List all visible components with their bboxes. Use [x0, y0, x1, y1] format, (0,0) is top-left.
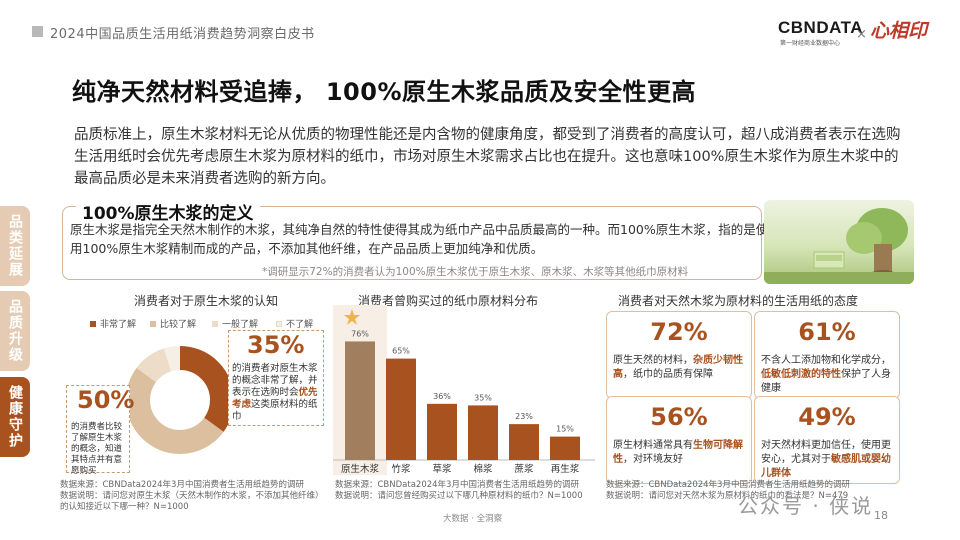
bar-category-label: 蔗浆: [514, 463, 534, 475]
callout-very-aware: 35% 的消费者对原生木浆的概念非常了解，并表示在选购时会优先考虑这类原材料的纸…: [228, 330, 324, 426]
bar-category-label: 草浆: [432, 463, 452, 475]
attitude-card: 49% 对天然材料更加信任，使用更安心，尤其对于敏感肌或婴幼儿群体: [754, 396, 900, 484]
material-bar-chart: 76% 原生木浆 65% 竹浆 36% 草浆 35% 棉浆 23% 蔗浆 15% 再生浆: [333, 305, 595, 475]
attitude-highlight: 生物可降解性: [613, 440, 743, 465]
intro-paragraph: 品质标准上，原生木浆材料无论从优质的物理性能还是内含物的健康角度，都受到了消费者…: [74, 127, 901, 187]
attitude-note-line: 数据说明：请问您对天然木浆为原材料的纸巾的看法是？N=479: [606, 491, 849, 501]
bar: [509, 424, 539, 460]
attitude-text-a: 对天然材料更加信任，使用更安心，尤其对于: [761, 440, 891, 465]
callout-very-text-b: 这类原材料的纸巾: [232, 399, 318, 422]
donut-source: 数据来源：CBNData2024年3月中国消费者生活用纸趋势的调研 数据说明：请…: [60, 480, 330, 513]
star-icon: [344, 309, 360, 325]
bar-value-label: 23%: [515, 412, 533, 421]
attitude-desc: 不含人工添加物和化学成分， 低敏低刺激的特性保护了人身健康: [761, 354, 893, 396]
donut-title: 消费者对于原生木浆的认知: [134, 294, 279, 308]
legend-label: 非常了解: [100, 320, 137, 330]
side-tab-health[interactable]: 健康守护: [0, 377, 30, 457]
attitude-desc: 原生天然的材料，杂质少韧性高，纸巾的品质有保障: [613, 354, 745, 382]
bar: [345, 341, 375, 460]
definition-note: *调研显示72%的消费者认为100%原生木浆优于原生木浆、原木浆、木浆等其他纸巾…: [262, 266, 689, 278]
side-tab-quality[interactable]: 品质升级: [0, 291, 30, 371]
bar-category-label: 棉浆: [473, 463, 493, 475]
legend-swatch: [150, 320, 156, 327]
legend-none: 不了解: [276, 317, 313, 330]
side-tab-category[interactable]: 品类延展: [0, 206, 30, 286]
attitude-card: 72% 原生天然的材料，杂质少韧性高，纸巾的品质有保障: [606, 311, 752, 399]
donut-segment: [126, 346, 234, 454]
bar-value-label: 76%: [351, 329, 369, 338]
bar-note-line: 数据说明：请问您曾经购买过以下哪几种原材料的纸巾？N=1000: [335, 491, 583, 501]
forest-product-image: [764, 200, 914, 284]
report-title: 2024中国品质生活用纸消费趋势洞察白皮书: [50, 27, 315, 42]
legend-fairly: 比较了解: [150, 317, 196, 330]
bar: [550, 436, 580, 460]
cbndata-logo-subtitle: 第一财经商业数据中心: [780, 40, 841, 47]
legend-label: 一般了解: [222, 320, 259, 330]
bar-category-label: 竹浆: [391, 463, 411, 475]
attitude-text-a: 原生天然的材料，: [613, 355, 693, 366]
donut-segment: [126, 346, 234, 454]
donut-source-line: 数据来源：CBNData2024年3月中国消费者生活用纸趋势的调研: [60, 480, 304, 490]
attitude-text-a: 不含人工添加物和化学成分，: [761, 355, 891, 366]
bar-category-label: 原生木浆: [341, 463, 380, 475]
bar-category-label: 再生浆: [551, 463, 580, 475]
watermark: 公众号 · 侠说: [738, 494, 874, 518]
attitude-desc: 原生材料通常具有生物可降解性，对环境友好: [613, 439, 745, 467]
callout-very-pct: 35%: [247, 331, 305, 359]
bar: [468, 405, 498, 460]
attitude-source-line: 数据来源：CBNData2024年3月中国消费者生活用纸趋势的调研: [606, 480, 850, 490]
attitude-text-b: 保护了人身健康: [761, 369, 891, 394]
bar-value-label: 65%: [392, 347, 410, 356]
attitude-card: 56% 原生材料通常具有生物可降解性，对环境友好: [606, 396, 752, 484]
cbndata-logo: CBNDATA: [778, 18, 864, 37]
callout-fairly-aware: 50% 的消费者比较了解原生木浆的概念，知道其特点并有意愿购买: [66, 385, 134, 476]
attitude-title: 消费者对天然木浆为原材料的生活用纸的态度: [618, 294, 859, 308]
bar: [386, 358, 416, 460]
legend-general: 一般了解: [212, 317, 258, 330]
bar-value-label: 35%: [474, 393, 492, 402]
callout-very-text: 的消费者对原生木浆的概念非常了解，并表示在选购时会优先考虑这类原材料的纸巾: [232, 363, 322, 423]
callout-very-highlight: 优先考虑: [232, 387, 318, 410]
attitude-card: 61% 不含人工添加物和化学成分， 低敏低刺激的特性保护了人身健康: [754, 311, 900, 399]
attitude-pct: 56%: [650, 403, 708, 431]
brand-logo: 心相印: [870, 20, 928, 42]
bar-source: 数据来源：CBNData2024年3月中国消费者生活用纸趋势的调研 数据说明：请…: [335, 480, 605, 502]
attitude-text-b: ，纸巾的品质有保障: [623, 369, 713, 380]
attitude-source: 数据来源：CBNData2024年3月中国消费者生活用纸趋势的调研 数据说明：请…: [606, 480, 906, 502]
attitude-highlight: 低敏低刺激的特性: [761, 369, 841, 380]
bar-chart-title: 消费者曾购买过的纸巾原材料分布: [358, 294, 539, 308]
legend-swatch: [276, 320, 282, 327]
attitude-pct: 49%: [798, 403, 856, 431]
callout-fairly-pct: 50%: [77, 386, 135, 414]
footer-slogan: 大数据 · 全洞察: [443, 514, 503, 524]
legend-swatch: [90, 320, 96, 327]
definition-text: 原生木浆是指完全天然木制作的木浆，其纯净自然的特性使得其成为纸巾产品中品质最高的…: [70, 222, 769, 256]
donut-note-line: 数据说明：请问您对原生木浆（天然木制作的木浆，不添加其他纤维）的认知接近以下哪一…: [60, 491, 324, 512]
attitude-text-b: ，对环境友好: [623, 454, 683, 465]
attitude-highlight: 敏感肌或婴幼儿群体: [761, 454, 891, 479]
header-marker: [32, 26, 43, 37]
legend-very: 非常了解: [90, 317, 136, 330]
attitude-desc: 对天然材料更加信任，使用更安心，尤其对于敏感肌或婴幼儿群体: [761, 439, 893, 481]
attitude-pct: 61%: [798, 318, 856, 346]
forest-illustration: [764, 208, 914, 284]
callout-very-text-a: 的消费者对原生木浆的概念非常了解，并表示在选购时会: [232, 363, 318, 398]
bar: [427, 403, 457, 460]
bar-value-label: 15%: [556, 425, 574, 434]
page-title: 纯净天然材料受追捧， 100%原生木浆品质及安全性更高: [72, 78, 696, 106]
bar-value-label: 36%: [433, 392, 451, 401]
legend-label: 不了解: [286, 320, 314, 330]
callout-fairly-text: 的消费者比较了解原生木浆的概念，知道其特点并有意愿购买: [71, 422, 123, 476]
legend-label: 比较了解: [160, 320, 197, 330]
page-number: 18: [874, 509, 888, 522]
definition-heading: 100%原生木浆的定义: [76, 199, 260, 224]
legend-swatch: [212, 320, 218, 327]
logo-separator: ×: [856, 27, 867, 42]
bar-source-line: 数据来源：CBNData2024年3月中国消费者生活用纸趋势的调研: [335, 480, 579, 490]
awareness-donut: [126, 346, 234, 454]
attitude-pct: 72%: [650, 318, 708, 346]
attitude-highlight: 杂质少韧性高: [613, 355, 743, 380]
attitude-text-a: 原生材料通常具有: [613, 440, 693, 451]
